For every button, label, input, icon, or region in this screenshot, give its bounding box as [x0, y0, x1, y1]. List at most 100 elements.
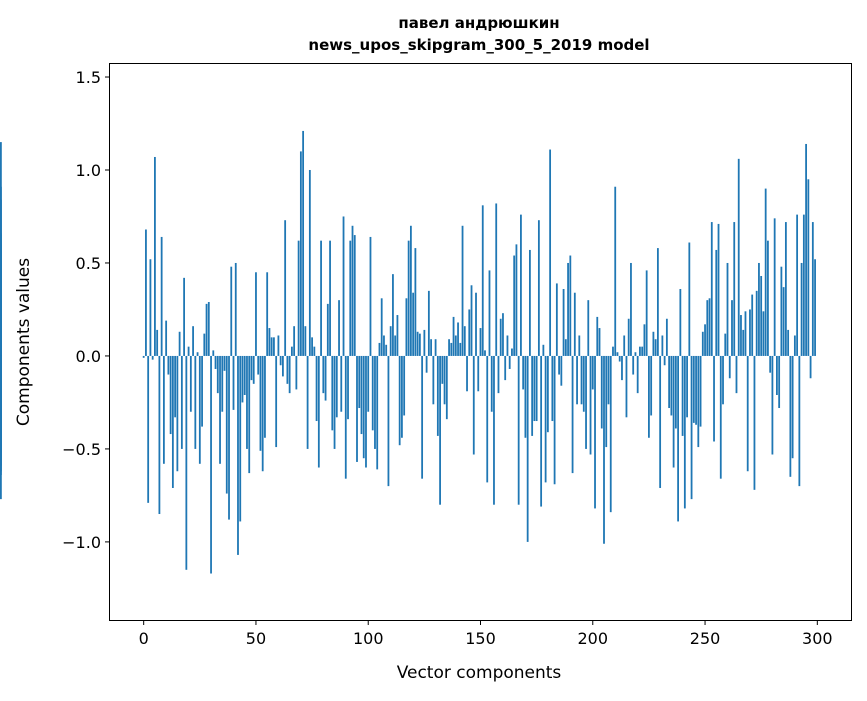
bar: [387, 355, 390, 487]
y-axis-label: Components values: [14, 258, 34, 426]
bar: [789, 355, 792, 477]
bar: [625, 355, 628, 418]
bar: [407, 240, 410, 356]
bar: [432, 355, 435, 405]
bar: [344, 355, 347, 479]
bar: [156, 329, 159, 356]
bar: [210, 355, 212, 574]
bar: [169, 355, 172, 435]
bar: [594, 355, 596, 509]
bar: [513, 255, 516, 356]
bar: [360, 355, 363, 435]
bar: [699, 355, 702, 427]
bar: [290, 346, 293, 356]
bar: [612, 346, 614, 356]
bar: [726, 262, 729, 356]
bar: [515, 244, 518, 356]
bar: [252, 355, 255, 384]
bar: [529, 249, 531, 356]
bar: [468, 309, 471, 356]
bar: [674, 355, 677, 429]
bar: [421, 355, 424, 479]
bar: [481, 205, 484, 356]
bar: [793, 335, 796, 356]
bar: [246, 355, 248, 449]
bar: [241, 355, 244, 403]
bar: [778, 355, 781, 409]
bar: [302, 130, 305, 356]
bar: [457, 322, 459, 356]
bar: [701, 331, 704, 356]
y-tick-label: −1.0: [62, 533, 101, 552]
bar: [652, 331, 655, 356]
y-tick-label: 0.5: [76, 254, 101, 273]
bar: [448, 339, 450, 356]
bar: [731, 300, 733, 356]
bar: [205, 303, 208, 356]
bar: [717, 223, 720, 356]
bar: [623, 335, 626, 356]
bar: [744, 311, 747, 356]
bar: [805, 143, 807, 356]
bar: [145, 229, 147, 356]
bar: [616, 352, 619, 356]
bar: [436, 355, 439, 436]
bar: [0, 199, 2, 356]
bar: [324, 355, 327, 401]
bar: [306, 355, 309, 449]
bar: [681, 355, 684, 436]
bar: [454, 335, 457, 356]
bar: [154, 156, 156, 356]
bar: [776, 355, 778, 395]
bar: [394, 335, 397, 356]
bar: [771, 355, 774, 455]
bar: [279, 355, 282, 366]
bar: [470, 285, 473, 356]
bar: [479, 328, 482, 356]
bar: [728, 355, 731, 379]
bar: [317, 355, 320, 468]
bar: [225, 355, 228, 494]
bar: [749, 309, 751, 356]
bar: [234, 262, 237, 356]
bar: [767, 240, 769, 356]
bar: [477, 355, 480, 392]
bar: [331, 355, 334, 431]
bar: [230, 266, 233, 356]
bar: [358, 355, 361, 409]
bar: [142, 355, 145, 358]
bar: [549, 149, 552, 356]
bar: [311, 337, 313, 356]
bar: [174, 355, 177, 418]
bar: [295, 355, 298, 390]
bar: [511, 348, 513, 356]
bar: [787, 329, 790, 356]
bar: [573, 292, 576, 356]
bar: [569, 255, 572, 356]
bar: [526, 355, 529, 542]
bar: [335, 355, 338, 418]
bar: [735, 355, 738, 394]
bar: [607, 355, 610, 405]
bar: [713, 355, 715, 442]
bar: [461, 225, 464, 356]
bar: [452, 316, 455, 356]
bar: [627, 318, 630, 356]
bar: [288, 355, 291, 394]
bar: [796, 214, 799, 356]
bar: [380, 298, 383, 356]
bar: [753, 355, 756, 490]
bar: [553, 355, 556, 485]
bar: [576, 355, 578, 405]
bar: [270, 337, 273, 356]
bar: [277, 335, 280, 356]
bar: [151, 355, 154, 360]
bar: [740, 315, 742, 356]
bar: [185, 355, 188, 570]
bar: [535, 355, 538, 422]
x-tick-label: 50: [246, 629, 266, 648]
bar: [418, 333, 421, 356]
bar: [194, 355, 197, 449]
bar: [349, 240, 352, 356]
bar: [371, 355, 374, 431]
